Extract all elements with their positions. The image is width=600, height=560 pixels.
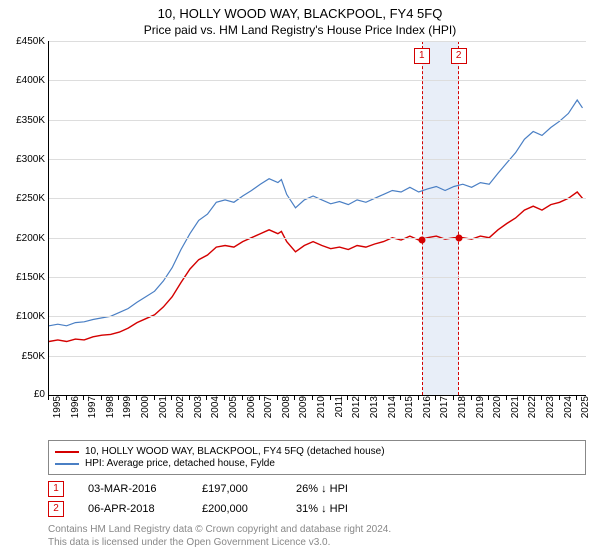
chart-lines	[49, 41, 586, 395]
sale-dot-icon	[418, 237, 425, 244]
x-axis-label: 2024	[563, 396, 574, 426]
x-axis-label: 1995	[52, 396, 63, 426]
x-axis-label: 2015	[404, 396, 415, 426]
x-axis-label: 1996	[70, 396, 81, 426]
footer-line: Contains HM Land Registry data © Crown c…	[48, 523, 586, 536]
y-axis-label: £200K	[3, 233, 45, 244]
x-axis-label: 2013	[369, 396, 380, 426]
x-axis-label: 2002	[175, 396, 186, 426]
sale-row: 2 06-APR-2018 £200,000 31% ↓ HPI	[48, 501, 586, 517]
x-axis-label: 2001	[158, 396, 169, 426]
y-axis-label: £300K	[3, 154, 45, 165]
x-axis-label: 2020	[492, 396, 503, 426]
chart-marker-icon: 2	[451, 48, 467, 64]
sale-delta: 31% ↓ HPI	[296, 503, 348, 515]
y-axis-label: £400K	[3, 75, 45, 86]
chart-footer: Contains HM Land Registry data © Crown c…	[48, 523, 586, 549]
x-axis-label: 2005	[228, 396, 239, 426]
legend-swatch	[55, 451, 79, 453]
x-axis-label: 2000	[140, 396, 151, 426]
chart-plot-area: £0£50K£100K£150K£200K£250K£300K£350K£400…	[48, 41, 586, 396]
x-axis-label: 2012	[351, 396, 362, 426]
x-axis-label: 2019	[475, 396, 486, 426]
series-line-property	[49, 192, 583, 342]
legend-item: 10, HOLLY WOOD WAY, BLACKPOOL, FY4 5FQ (…	[55, 446, 579, 457]
x-axis-label: 2006	[246, 396, 257, 426]
x-axis-labels: 1995 1996 1997 1998 1999 2000 2001 2002 2003 2004…	[48, 396, 586, 436]
chart-legend: 10, HOLLY WOOD WAY, BLACKPOOL, FY4 5FQ (…	[48, 440, 586, 475]
x-axis-label: 2025	[580, 396, 591, 426]
x-axis-label: 2014	[387, 396, 398, 426]
y-axis-label: £450K	[3, 36, 45, 47]
x-axis-label: 2004	[210, 396, 221, 426]
sale-marker-icon: 1	[48, 481, 64, 497]
sale-price: £200,000	[202, 503, 272, 515]
y-axis-label: £0	[3, 389, 45, 400]
x-axis-label: 2016	[422, 396, 433, 426]
sale-delta: 26% ↓ HPI	[296, 483, 348, 495]
x-axis-label: 2008	[281, 396, 292, 426]
legend-label: HPI: Average price, detached house, Fyld…	[85, 458, 275, 469]
sale-row: 1 03-MAR-2016 £197,000 26% ↓ HPI	[48, 481, 586, 497]
sale-price: £197,000	[202, 483, 272, 495]
y-axis-label: £250K	[3, 193, 45, 204]
y-axis-label: £350K	[3, 115, 45, 126]
footer-line: This data is licensed under the Open Gov…	[48, 536, 586, 549]
sale-date: 03-MAR-2016	[88, 483, 178, 495]
sale-date: 06-APR-2018	[88, 503, 178, 515]
y-axis-label: £50K	[3, 351, 45, 362]
x-axis-label: 1999	[122, 396, 133, 426]
series-line-hpi	[49, 100, 583, 326]
legend-item: HPI: Average price, detached house, Fyld…	[55, 458, 579, 469]
x-axis-label: 2007	[263, 396, 274, 426]
x-axis-label: 2010	[316, 396, 327, 426]
x-axis-label: 1997	[87, 396, 98, 426]
chart-title: 10, HOLLY WOOD WAY, BLACKPOOL, FY4 5FQ	[0, 0, 600, 21]
legend-swatch	[55, 463, 79, 465]
sale-marker-icon: 2	[48, 501, 64, 517]
x-axis-label: 2021	[510, 396, 521, 426]
y-axis-label: £150K	[3, 272, 45, 283]
x-axis-label: 2011	[334, 396, 345, 426]
x-axis-label: 2022	[527, 396, 538, 426]
x-axis-label: 2003	[193, 396, 204, 426]
x-axis-label: 2009	[298, 396, 309, 426]
sales-table: 1 03-MAR-2016 £197,000 26% ↓ HPI 2 06-AP…	[48, 481, 586, 517]
y-axis-label: £100K	[3, 311, 45, 322]
chart-subtitle: Price paid vs. HM Land Registry's House …	[0, 21, 600, 41]
x-axis-label: 1998	[105, 396, 116, 426]
x-axis-label: 2018	[457, 396, 468, 426]
x-axis-label: 2023	[545, 396, 556, 426]
legend-label: 10, HOLLY WOOD WAY, BLACKPOOL, FY4 5FQ (…	[85, 446, 385, 457]
price-chart-container: { "title": "10, HOLLY WOOD WAY, BLACKPOO…	[0, 0, 600, 560]
sale-dot-icon	[455, 234, 462, 241]
chart-marker-icon: 1	[414, 48, 430, 64]
x-axis-label: 2017	[439, 396, 450, 426]
